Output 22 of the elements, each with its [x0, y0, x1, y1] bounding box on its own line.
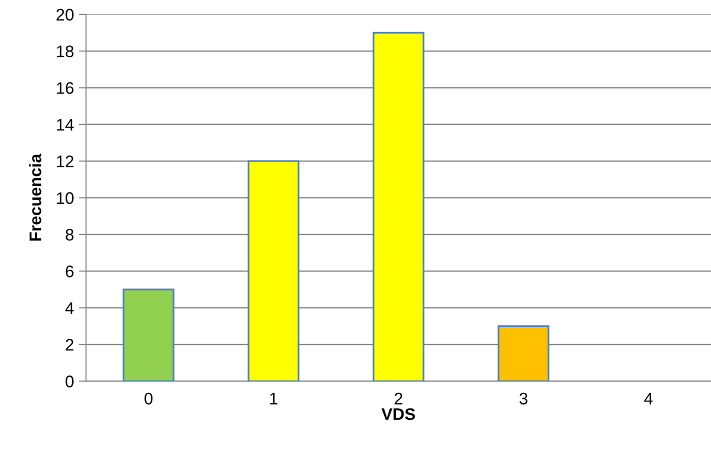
bar — [498, 325, 550, 382]
x-axis-title: VDS — [381, 408, 415, 420]
y-tick-label: 0 — [66, 376, 74, 388]
y-tick-label: 18 — [56, 45, 74, 58]
x-tick-label: 0 — [144, 392, 153, 405]
x-tick-label: 1 — [270, 392, 278, 404]
x-tick-label: 3 — [520, 392, 528, 405]
y-tick-label: 14 — [56, 119, 74, 130]
y-tick-label: 10 — [56, 192, 74, 204]
y-tick-label: 20 — [56, 8, 74, 21]
x-tick-label: 4 — [644, 392, 653, 404]
y-tick-label: 6 — [66, 266, 74, 278]
bar — [248, 160, 300, 382]
y-tick-label: 12 — [56, 156, 74, 168]
x-tick-label: 2 — [394, 392, 402, 404]
y-axis-title: Frecuencia — [29, 154, 42, 241]
y-tick-label: 2 — [66, 338, 74, 351]
y-tick-label: 16 — [56, 82, 74, 94]
bar — [372, 32, 424, 382]
y-tick-label: 8 — [66, 228, 74, 241]
bar — [122, 288, 174, 382]
y-tick-label: 4 — [65, 302, 74, 314]
